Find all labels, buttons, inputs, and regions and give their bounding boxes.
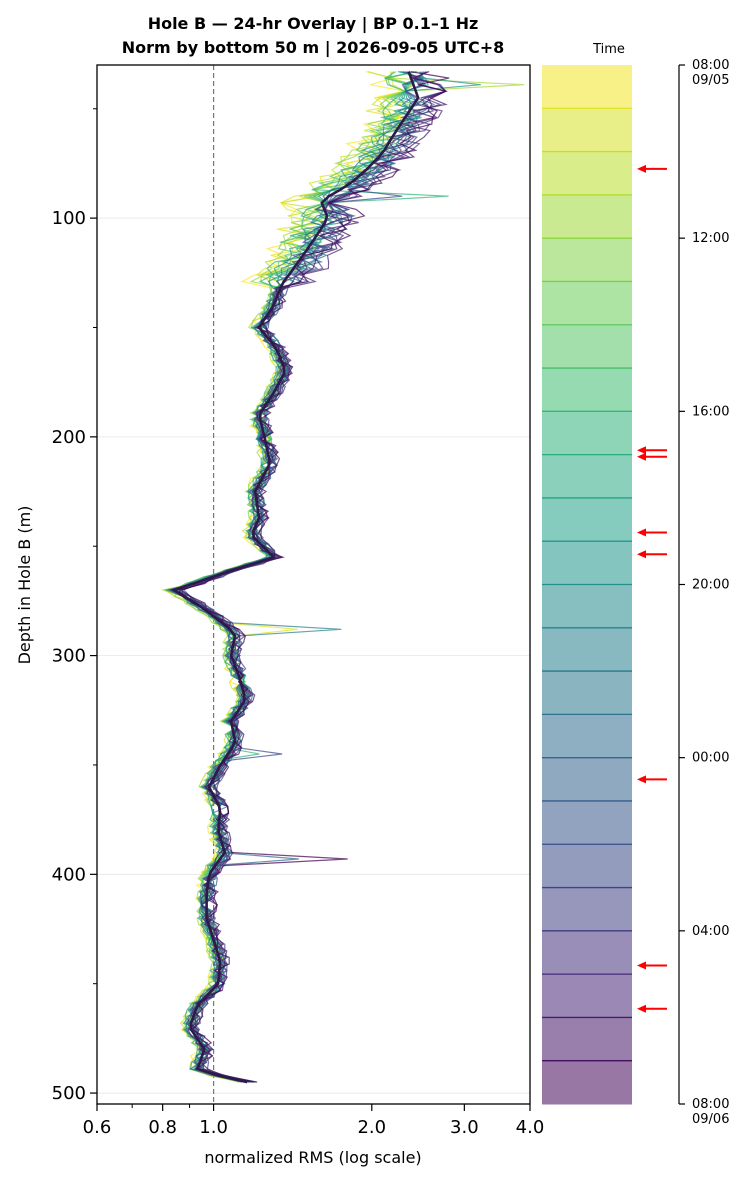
trace-group: [160, 71, 525, 1084]
colorbar-segment: [542, 1017, 632, 1062]
colorbar-axis: 08:0009/0512:0016:0020:0000:0004:0008:00…: [678, 58, 729, 1127]
x-tick-label: 1.0: [199, 1117, 228, 1138]
colorbar-tick-label: 12:00: [692, 231, 729, 246]
event-marker-arrow: [637, 1004, 667, 1013]
arrow-head: [637, 164, 646, 173]
colorbar-tick-label: 08:00: [692, 58, 729, 73]
event-marker-arrow: [637, 446, 667, 455]
mean-profile-line: [170, 71, 420, 1084]
x-axis-ticks: 0.6 0.8 1.0 2.0 3.0 4.0: [83, 1104, 545, 1138]
arrow-head: [637, 446, 646, 455]
x-tick-label: 0.8: [148, 1117, 177, 1138]
arrow-head: [637, 1004, 646, 1013]
x-tick-label: 2.0: [357, 1117, 386, 1138]
colorbar-segment: [542, 324, 632, 369]
colorbar-segment: [542, 108, 632, 153]
y-tick-label: 100: [52, 208, 86, 229]
colorbar-segment: [542, 151, 632, 196]
colorbar-tick-label: 16:00: [692, 404, 729, 419]
colorbar-segment: [542, 194, 632, 239]
x-tick-label: 4.0: [516, 1117, 545, 1138]
colorbar-segment: [542, 887, 632, 932]
chart-subtitle: Norm by bottom 50 m | 2026-09-05 UTC+8: [122, 38, 505, 58]
colorbar-segment: [542, 930, 632, 975]
colorbar-tick-label: 09/06: [692, 1112, 729, 1127]
x-tick-label: 0.6: [83, 1117, 112, 1138]
colorbar-segment: [542, 800, 632, 845]
arrow-head: [637, 775, 646, 784]
colorbar-segment: [542, 281, 632, 326]
colorbar-segment: [542, 714, 632, 759]
colorbar-segment: [542, 844, 632, 889]
y-tick-label: 500: [52, 1083, 86, 1104]
event-marker-arrow: [637, 528, 667, 537]
colorbar-tick-label: 20:00: [692, 578, 729, 593]
colorbar: [542, 65, 632, 1105]
colorbar-segment: [542, 368, 632, 412]
event-marker-arrow: [637, 775, 667, 784]
colorbar-segment: [542, 671, 632, 715]
colorbar-label: Time: [592, 42, 625, 57]
x-axis-label: normalized RMS (log scale): [204, 1148, 421, 1167]
y-tick-label: 400: [52, 864, 86, 885]
arrow-head: [637, 528, 646, 537]
colorbar-tick-label: 09/05: [692, 73, 729, 88]
event-marker-arrow: [637, 961, 667, 970]
trace-line: [174, 71, 425, 1083]
y-tick-label: 200: [52, 427, 86, 448]
colorbar-segment: [542, 238, 632, 282]
x-tick-label: 3.0: [450, 1117, 479, 1138]
arrow-head: [637, 961, 646, 970]
colorbar-segment: [542, 497, 632, 542]
arrow-head: [637, 550, 646, 559]
colorbar-segment: [542, 454, 632, 499]
colorbar-tick-label: 04:00: [692, 924, 729, 939]
grid-lines: [97, 217, 530, 1094]
event-markers: [637, 164, 667, 1013]
colorbar-segment: [542, 65, 632, 109]
colorbar-tick-label: 08:00: [692, 1097, 729, 1112]
y-axis-label: Depth in Hole B (m): [15, 506, 34, 665]
arrow-head: [637, 452, 646, 461]
chart-title: Hole B — 24-hr Overlay | BP 0.1–1 Hz: [148, 14, 479, 34]
colorbar-segment: [542, 584, 632, 629]
trace-line: [182, 71, 447, 1083]
colorbar-segment: [542, 541, 632, 585]
colorbar-segment: [542, 627, 632, 672]
colorbar-segment: [542, 974, 632, 1018]
event-marker-arrow: [637, 164, 667, 173]
colorbar-segment: [542, 411, 632, 456]
y-tick-label: 300: [52, 646, 86, 667]
colorbar-tick-label: 00:00: [692, 751, 729, 766]
event-marker-arrow: [637, 452, 667, 461]
colorbar-segment: [542, 757, 632, 802]
colorbar-segment: [542, 1060, 632, 1105]
event-marker-arrow: [637, 550, 667, 559]
plot-frame: [96, 64, 531, 1105]
y-axis-ticks: 100 200 300 400 500: [52, 108, 97, 1104]
